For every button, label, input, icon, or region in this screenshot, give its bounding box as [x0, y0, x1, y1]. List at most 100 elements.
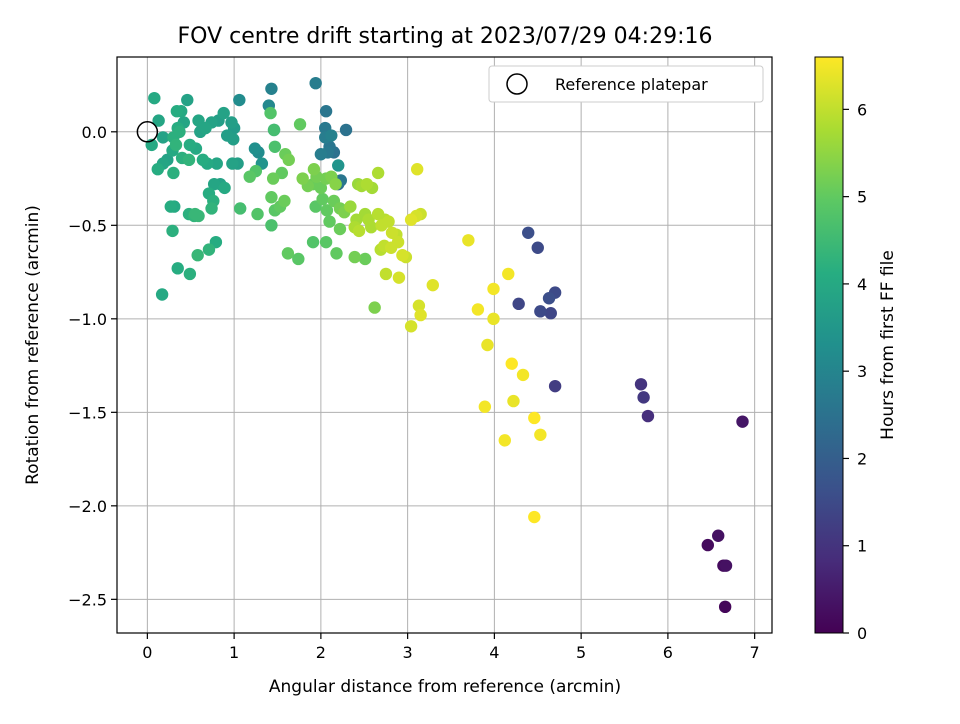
- data-point: [368, 301, 381, 314]
- legend-reference-marker: [506, 73, 528, 95]
- data-point: [712, 529, 725, 542]
- y-tick-label: −1.0: [68, 310, 107, 329]
- data-point: [330, 247, 343, 260]
- data-point: [171, 262, 184, 275]
- data-point: [218, 181, 231, 195]
- data-point: [404, 320, 418, 333]
- data-point: [183, 267, 197, 281]
- legend: Reference platepar: [488, 65, 764, 103]
- data-point: [528, 510, 541, 524]
- data-point: [320, 204, 334, 217]
- colorbar-tick-label: 4: [857, 275, 867, 294]
- y-tick-label: −2.0: [68, 497, 107, 516]
- data-point: [151, 163, 164, 176]
- data-point: [507, 394, 520, 408]
- data-point: [251, 207, 264, 221]
- data-point: [319, 105, 333, 118]
- data-point: [396, 249, 409, 262]
- grid-lines: [117, 57, 772, 633]
- data-point: [292, 252, 305, 266]
- data-point: [379, 267, 393, 281]
- data-point: [220, 129, 234, 142]
- colorbar-tick-label: 2: [857, 449, 867, 468]
- x-tick-label: 7: [750, 643, 760, 662]
- data-point: [266, 172, 280, 185]
- data-point: [358, 252, 372, 266]
- data-point: [512, 297, 525, 311]
- data-point: [382, 215, 395, 228]
- data-point: [281, 247, 295, 260]
- data-point: [183, 138, 197, 152]
- colorbar-tick-label: 1: [857, 537, 867, 556]
- data-point: [384, 241, 398, 254]
- data-point: [309, 76, 322, 90]
- data-point: [226, 157, 239, 170]
- data-point: [332, 159, 345, 172]
- x-tick-label: 3: [403, 643, 413, 662]
- data-point: [205, 202, 218, 215]
- data-point: [344, 200, 357, 213]
- colorbar-gradient: [814, 56, 844, 634]
- y-axis-ticks: 0.0 −0.5 −1.0 −1.5 −2.0 −2.5: [68, 123, 117, 609]
- y-tick-label: −2.5: [68, 590, 107, 609]
- data-point: [462, 234, 475, 247]
- data-point: [736, 415, 749, 428]
- data-point: [278, 194, 291, 208]
- colorbar: 0 1 2 3 4 5 6 Hours from first FF file: [814, 56, 898, 643]
- data-point: [534, 305, 547, 318]
- plot-frame: [116, 56, 773, 634]
- data-point: [634, 378, 648, 391]
- data-point: [637, 391, 650, 404]
- data-point: [641, 409, 655, 423]
- data-point: [191, 249, 204, 262]
- data-point: [323, 215, 336, 228]
- data-point: [404, 213, 418, 226]
- data-point: [225, 116, 238, 129]
- data-points: [145, 76, 749, 614]
- data-point: [531, 241, 544, 254]
- y-tick-label: −1.5: [68, 403, 107, 422]
- x-tick-label: 0: [142, 643, 152, 662]
- data-point: [210, 157, 223, 170]
- data-point: [471, 303, 485, 316]
- data-point: [265, 219, 278, 232]
- data-point: [248, 142, 262, 155]
- data-point: [267, 123, 281, 137]
- data-point: [360, 177, 374, 191]
- data-point: [233, 202, 247, 215]
- data-point: [333, 222, 347, 236]
- x-tick-label: 4: [489, 643, 499, 662]
- data-point: [314, 148, 328, 161]
- data-point: [718, 600, 732, 614]
- data-point: [548, 379, 562, 393]
- data-point: [319, 235, 333, 249]
- data-point: [528, 411, 541, 425]
- x-axis-ticks: 0 1 2 3 4 5 6 7: [142, 633, 760, 662]
- data-point: [196, 153, 210, 167]
- data-point: [371, 166, 385, 180]
- data-point: [164, 200, 177, 213]
- data-point: [182, 153, 196, 167]
- legend-box: [488, 65, 764, 103]
- data-point: [152, 114, 165, 127]
- y-axis-label: Rotation from reference (arcmin): [23, 205, 43, 485]
- data-point: [410, 163, 424, 176]
- data-point: [385, 226, 399, 239]
- data-point: [264, 106, 277, 120]
- data-point: [243, 170, 256, 183]
- y-tick-label: 0.0: [82, 123, 107, 142]
- colorbar-ticks: 0 1 2 3 4 5 6: [843, 100, 867, 643]
- data-point: [329, 177, 342, 191]
- data-point: [202, 243, 216, 256]
- x-axis-label: Angular distance from reference (arcmin): [269, 677, 621, 697]
- data-point: [701, 538, 715, 552]
- data-point: [167, 166, 180, 180]
- data-point: [314, 181, 328, 195]
- colorbar-tick-label: 6: [857, 100, 867, 119]
- data-point: [352, 224, 366, 238]
- data-point: [348, 250, 361, 264]
- chart-title: FOV centre drift starting at 2023/07/29 …: [178, 24, 713, 49]
- data-point: [719, 559, 733, 572]
- data-point: [364, 220, 378, 234]
